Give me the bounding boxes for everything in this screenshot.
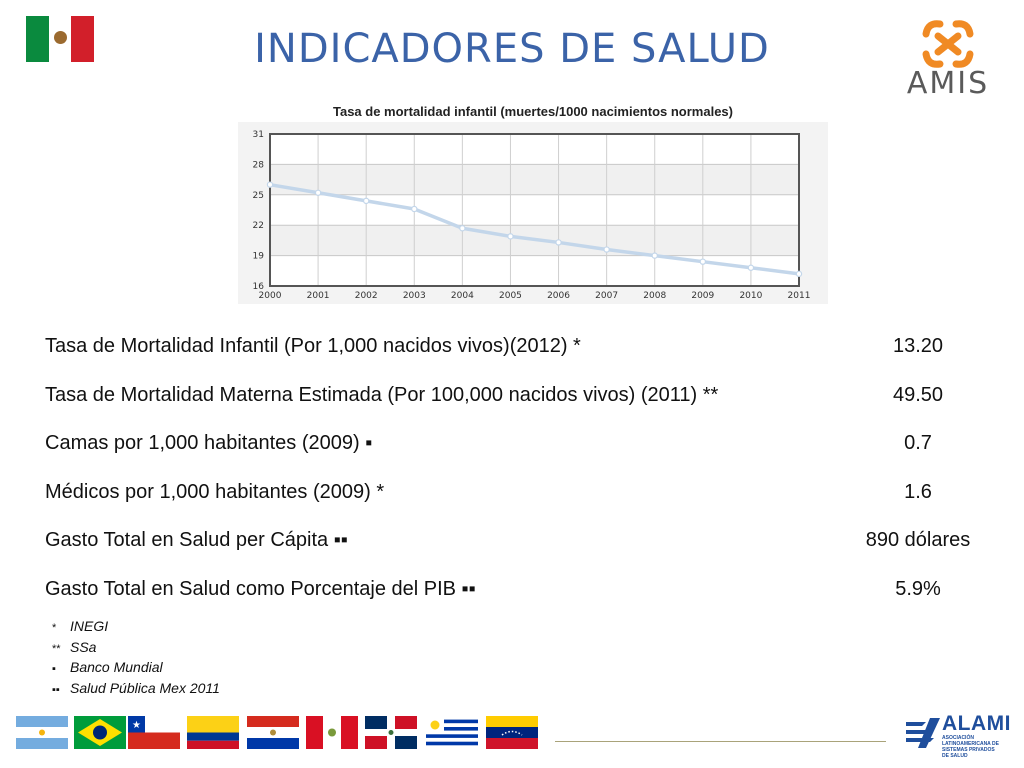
data-point <box>411 205 418 213</box>
indicator-row-maternal-mortality: Tasa de Mortalidad Materna Estimada (Por… <box>45 384 1000 414</box>
venezuela-flag <box>486 716 538 749</box>
footnote: ** SSa <box>52 637 220 658</box>
indicator-value: 5.9% <box>895 578 941 600</box>
y-tick-label: 22 <box>253 221 264 231</box>
paraguay-flag <box>247 716 299 749</box>
amis-logo <box>922 20 974 68</box>
indicator-label: Camas por 1,000 habitantes (2009) ▪ <box>45 432 373 454</box>
footnotes: * INEGI ** SSa ▪ Banco Mundial ▪▪ Salud Públ… <box>52 616 220 698</box>
uruguay-flag <box>426 716 478 749</box>
footnote-mark: ** <box>52 642 61 655</box>
x-tick-label: 2002 <box>355 291 378 301</box>
chart-band <box>270 255 799 286</box>
data-point <box>555 239 562 246</box>
footnote-text: SSa <box>70 638 97 655</box>
footnote: ▪▪ Salud Pública Mex 2011 <box>52 678 220 699</box>
x-tick-label: 2011 <box>788 291 811 301</box>
y-tick-label: 28 <box>253 160 265 170</box>
indicator-row-doctors: Médicos por 1,000 habitantes (2009) * 1.… <box>45 481 1000 511</box>
x-tick-label: 2010 <box>739 291 762 301</box>
peru-flag <box>306 716 358 749</box>
x-tick-label: 2008 <box>643 291 666 301</box>
x-tick-label: 2000 <box>259 291 282 301</box>
data-point <box>795 270 803 278</box>
svg-text:★: ★ <box>132 720 141 731</box>
data-point <box>459 225 466 232</box>
alami-logo-subtitle: ASOCIACIÓN LATINOAMERICANA DE SISTEMAS P… <box>942 735 999 759</box>
indicator-value: 49.50 <box>892 384 944 406</box>
argentina-flag <box>16 716 68 749</box>
brazil-flag <box>74 716 126 749</box>
chart-band <box>270 134 799 165</box>
indicator-value: 1.6 <box>904 481 932 503</box>
y-tick-label: 19 <box>253 252 265 262</box>
data-point <box>699 258 707 265</box>
colombia-flag <box>187 716 239 749</box>
x-tick-label: 2007 <box>595 291 618 301</box>
chart-band <box>270 164 799 195</box>
y-tick-label: 31 <box>253 130 264 140</box>
indicator-row-infant-mortality: Tasa de Mortalidad Infantil (Por 1,000 n… <box>45 335 1000 365</box>
footnote-mark: * <box>52 622 57 634</box>
footnote-text: Banco Mundial <box>70 659 163 675</box>
x-tick-label: 2009 <box>691 291 714 301</box>
footnote: * INEGI <box>52 616 220 637</box>
data-point <box>651 252 658 259</box>
x-tick-label: 2003 <box>403 291 426 301</box>
indicator-label: Gasto Total en Salud como Porcentaje del… <box>45 578 476 600</box>
footnote-mark: ▪ <box>52 663 56 675</box>
data-point <box>362 197 370 205</box>
mexico-flag <box>26 16 95 62</box>
x-tick-label: 2006 <box>547 291 570 301</box>
dominican-republic-flag <box>365 716 417 749</box>
data-point <box>266 181 274 188</box>
mexico-coat-of-arms-icon <box>53 31 67 44</box>
infant-mortality-chart: 16 19 22 25 28 31 2000 2001 2002 2003 2004 2005 2006… <box>238 122 828 304</box>
indicator-row-health-spending-per-capita: Gasto Total en Salud per Cápita ▪▪ 890 d… <box>45 529 1000 559</box>
indicator-label: Tasa de Mortalidad Infantil (Por 1,000 n… <box>45 335 581 357</box>
footnote-text: Salud Pública Mex 2011 <box>70 679 220 696</box>
alami-logo-text: ALAMI <box>942 712 1011 735</box>
y-tick-label: 25 <box>253 191 264 201</box>
chart-title: Tasa de mortalidad infantil (muertes/100… <box>333 104 733 119</box>
footer-divider <box>555 741 886 742</box>
indicator-value: 0.7 <box>904 432 932 454</box>
y-tick-label: 16 <box>253 282 265 292</box>
data-point <box>747 264 755 271</box>
footnote-mark: ▪▪ <box>52 683 60 696</box>
indicator-label: Gasto Total en Salud per Cápita ▪▪ <box>45 529 348 551</box>
plot-frame <box>269 133 800 287</box>
indicator-row-health-spending-gdp: Gasto Total en Salud como Porcentaje del… <box>45 578 1000 608</box>
x-tick-label: 2001 <box>307 291 330 301</box>
series-line <box>269 182 800 276</box>
x-tick-label: 2004 <box>451 291 474 301</box>
indicator-value: 890 dólares <box>865 529 971 551</box>
footnote-text: INEGI <box>70 618 109 634</box>
alami-logo-icon <box>906 718 940 748</box>
indicator-label: Médicos por 1,000 habitantes (2009) * <box>45 481 385 503</box>
data-point <box>314 189 322 196</box>
amis-logo-text: AMIS <box>906 66 990 101</box>
data-point <box>603 246 610 253</box>
footnote: ▪ Banco Mundial <box>52 657 220 678</box>
x-tick-label: 2005 <box>499 291 522 301</box>
slide-title: INDICADORES DE SALUD <box>254 26 770 72</box>
indicator-row-beds: Camas por 1,000 habitantes (2009) ▪ 0.7 <box>45 432 1000 462</box>
data-point <box>507 233 514 240</box>
indicator-value: 13.20 <box>892 335 944 357</box>
chile-flag: ★ <box>128 716 180 749</box>
indicator-label: Tasa de Mortalidad Materna Estimada (Por… <box>45 384 719 406</box>
